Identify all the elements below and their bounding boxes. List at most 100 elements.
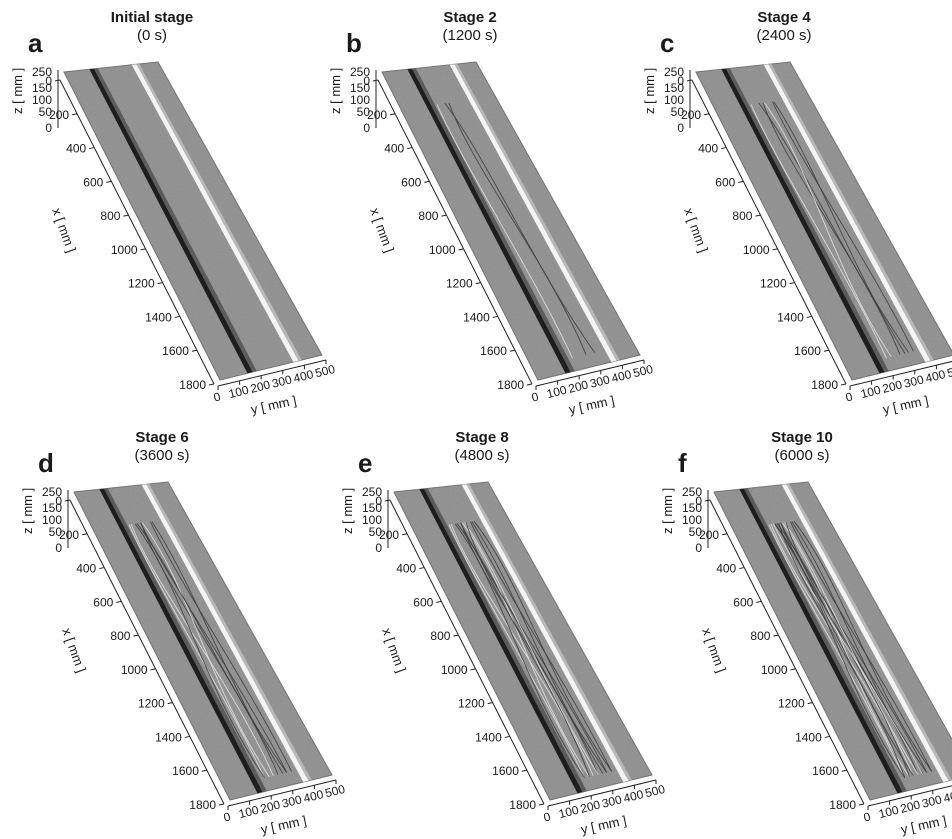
y-tick-label: 500: [946, 362, 952, 381]
x-tick-label: 600: [733, 595, 753, 609]
z-axis-label: z [ mm ]: [20, 488, 35, 534]
z-tick-label: 150: [362, 501, 382, 515]
x-tick-mark: [106, 180, 112, 183]
x-axis-label: x [ mm ]: [699, 626, 729, 675]
channel-line: [784, 522, 919, 775]
x-tick-label: 0: [45, 74, 52, 88]
panel-title: Stage 4: [757, 9, 811, 26]
bright-ridge: [781, 484, 949, 782]
panel-letter: c: [660, 28, 674, 58]
bright-ridge: [449, 64, 617, 363]
z-axis-label: z [ mm ]: [340, 488, 355, 534]
x-tick-mark: [538, 803, 545, 806]
x-tick-label: 800: [418, 209, 438, 223]
x-tick-mark: [208, 383, 215, 386]
channel-line: [454, 523, 585, 779]
x-tick-label: 1600: [172, 764, 199, 778]
panel-letter: d: [38, 448, 54, 478]
x-axis-line: [377, 79, 533, 385]
y-tick-label: 0: [222, 809, 232, 824]
x-axis-line: [709, 499, 865, 805]
y-axis-label: y [ mm ]: [580, 813, 628, 837]
z-tick-label: 50: [689, 525, 703, 539]
y-tick-label: 400: [292, 367, 315, 386]
channel-line: [471, 521, 604, 774]
x-tick-label: 1200: [446, 277, 473, 291]
x-tick-mark: [789, 282, 795, 285]
channel-line: [460, 522, 608, 773]
channel-line: [774, 523, 905, 779]
y-tick-label: 100: [227, 383, 250, 402]
x-tick-mark: [116, 600, 122, 603]
x-axis-label: x [ mm ]: [49, 206, 79, 255]
channel-line: [151, 521, 284, 774]
x-tick-mark: [458, 248, 464, 251]
channel-line: [782, 522, 910, 778]
x-tick-label: 200: [59, 528, 79, 542]
z-tick-label: 50: [49, 525, 63, 539]
x-tick-mark: [407, 147, 413, 150]
x-tick-mark: [390, 113, 396, 116]
y-tick-label: 400: [622, 787, 645, 806]
x-tick-mark: [773, 634, 779, 637]
x-tick-label: 1800: [811, 378, 838, 392]
z-tick-label: 250: [682, 485, 702, 499]
dark-groove: [739, 488, 903, 794]
x-tick-mark: [470, 668, 476, 671]
x-tick-mark: [521, 769, 527, 772]
groove-shadow: [104, 488, 267, 792]
z-axis-label: z [ mm ]: [660, 488, 675, 534]
z-tick-label: 150: [32, 81, 52, 95]
x-tick-mark: [157, 282, 163, 285]
panel-letter: e: [358, 448, 372, 478]
panel-title: Stage 6: [135, 429, 188, 446]
channel-line: [778, 523, 906, 779]
x-tick-mark: [402, 533, 408, 536]
y-tick-label: 200: [567, 377, 590, 396]
x-tick-mark: [184, 735, 190, 738]
x-axis-label: x [ mm ]: [681, 206, 711, 255]
x-tick-mark: [123, 214, 129, 217]
x-tick-label: 600: [401, 175, 421, 189]
y-axis-line: [535, 359, 645, 387]
channel-line: [436, 104, 573, 359]
x-tick-mark: [755, 214, 761, 217]
channel-line: [764, 102, 892, 358]
z-tick-label: 100: [42, 513, 62, 527]
x-tick-label: 1800: [829, 798, 856, 812]
channel-line: [460, 522, 599, 775]
dark-groove: [419, 488, 583, 794]
x-tick-label: 400: [66, 142, 86, 156]
x-tick-label: 400: [76, 562, 96, 576]
y-tick-label: 100: [877, 803, 900, 822]
x-tick-label: 800: [110, 629, 130, 643]
panel-title: Initial stage: [111, 9, 194, 26]
y-tick-label: 200: [579, 797, 602, 816]
x-tick-mark: [807, 702, 813, 705]
ridge-edge: [786, 484, 952, 781]
z-tick-label: 0: [677, 121, 684, 135]
x-tick-mark: [509, 349, 515, 352]
x-tick-label: 1000: [441, 663, 468, 677]
panel-time: (3600 s): [134, 447, 189, 464]
x-tick-label: 1200: [458, 697, 485, 711]
channel-line: [773, 101, 906, 354]
channel-line: [462, 522, 590, 778]
z-tick-label: 50: [39, 105, 53, 119]
channel-line: [762, 102, 901, 355]
channel-line: [772, 523, 923, 774]
x-tick-mark: [806, 315, 812, 318]
x-axis-line: [389, 499, 545, 805]
groove-shadow: [94, 68, 257, 373]
x-tick-label: 400: [716, 562, 736, 576]
x-tick-label: 1200: [128, 277, 155, 291]
z-tick-label: 0: [695, 541, 702, 555]
channel-line: [780, 522, 919, 775]
x-tick-label: 200: [367, 108, 387, 122]
x-tick-label: 1400: [145, 310, 172, 324]
x-tick-mark: [133, 634, 139, 637]
panel-time: (4800 s): [454, 447, 509, 464]
bright-ridge: [131, 64, 299, 363]
